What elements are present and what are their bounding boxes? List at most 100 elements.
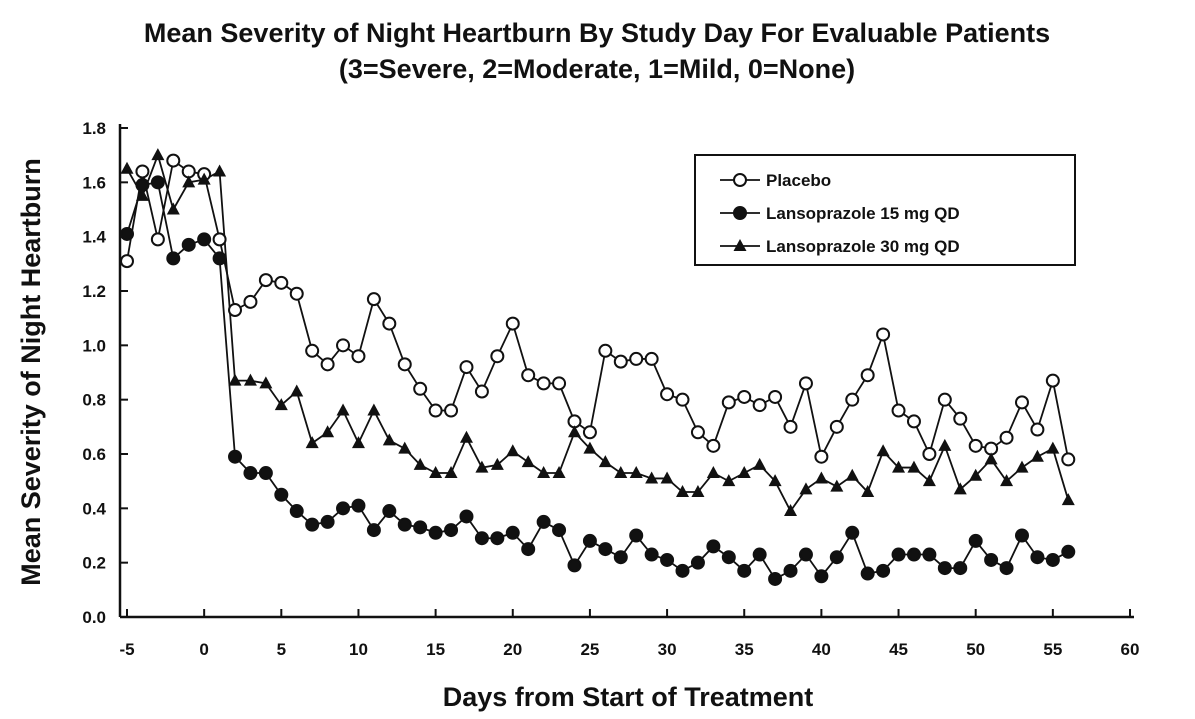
data-point [552, 376, 567, 391]
data-point [552, 523, 567, 538]
data-point [290, 384, 304, 397]
data-point [768, 474, 782, 487]
data-point [305, 517, 320, 532]
data-point [490, 349, 505, 364]
data-point [537, 466, 551, 479]
data-point [120, 161, 134, 174]
data-point [644, 547, 659, 562]
data-point [892, 460, 906, 473]
data-point [120, 254, 134, 269]
data-point [984, 552, 999, 567]
y-tick-label: 0.0 [82, 608, 106, 627]
data-point [752, 398, 767, 413]
data-point [937, 392, 952, 407]
data-point [953, 411, 968, 426]
data-point [860, 566, 875, 581]
data-point [444, 523, 459, 538]
data-point [1014, 528, 1029, 543]
data-point [213, 164, 227, 177]
x-tick-label: 40 [812, 640, 831, 659]
data-point [506, 444, 520, 457]
data-point [243, 294, 258, 309]
data-point [953, 561, 968, 576]
data-point [181, 237, 196, 252]
data-point [536, 514, 551, 529]
x-tick-label: 0 [199, 640, 208, 659]
data-point [598, 542, 613, 557]
legend-marker [733, 173, 747, 187]
x-axis-label: Days from Start of Treatment [443, 682, 814, 712]
data-point [397, 357, 412, 372]
data-point [336, 338, 351, 353]
y-tick-label: 1.6 [82, 173, 106, 192]
data-point [814, 569, 829, 584]
data-point [305, 436, 319, 449]
data-point [614, 466, 628, 479]
data-point [398, 441, 412, 454]
data-point [150, 232, 165, 247]
data-point [907, 460, 921, 473]
y-tick-label: 1.2 [82, 282, 106, 301]
data-point [150, 175, 165, 190]
data-point [490, 531, 505, 546]
data-point [413, 381, 428, 396]
data-point [984, 452, 998, 465]
x-tick-label: 15 [426, 640, 445, 659]
data-point [151, 148, 165, 161]
data-point [891, 547, 906, 562]
data-point [660, 387, 675, 402]
data-point [320, 357, 335, 372]
data-point [706, 466, 720, 479]
data-point [922, 474, 936, 487]
data-point [521, 455, 535, 468]
data-point [1061, 452, 1076, 467]
data-point [243, 373, 257, 386]
chart-subtitle: (3=Severe, 2=Moderate, 1=Mild, 0=None) [339, 54, 855, 84]
data-point [166, 153, 181, 168]
data-point [505, 316, 520, 331]
data-point [814, 449, 829, 464]
data-point [613, 354, 628, 369]
data-point [1030, 449, 1044, 462]
data-point [582, 533, 597, 548]
data-point [336, 403, 350, 416]
y-tick-label: 0.6 [82, 445, 106, 464]
legend-label: Lansoprazole 30 mg QD [766, 237, 960, 256]
data-point [474, 384, 489, 399]
data-point [228, 303, 243, 318]
data-point [521, 542, 536, 557]
legend-marker [733, 239, 747, 251]
data-point [645, 471, 659, 484]
data-point [722, 474, 736, 487]
y-tick-label: 0.4 [82, 499, 106, 518]
data-point [382, 316, 397, 331]
data-point [1061, 544, 1076, 559]
legend-label: Lansoprazole 15 mg QD [766, 204, 960, 223]
data-point [798, 547, 813, 562]
data-point [258, 466, 273, 481]
data-point [320, 514, 335, 529]
data-point [1046, 441, 1060, 454]
data-point [629, 351, 644, 366]
data-point [969, 468, 983, 481]
data-point [1045, 373, 1060, 388]
x-tick-label: -5 [119, 640, 134, 659]
data-point [690, 555, 705, 570]
data-point [505, 525, 520, 540]
y-tick-label: 1.0 [82, 336, 106, 355]
data-point [135, 188, 149, 201]
data-point [567, 425, 581, 438]
data-point [1061, 493, 1075, 506]
data-point [783, 419, 798, 434]
data-point [999, 561, 1014, 576]
y-tick-label: 0.2 [82, 554, 106, 573]
data-point [629, 466, 643, 479]
data-point [829, 419, 844, 434]
data-point [660, 552, 675, 567]
data-point [583, 441, 597, 454]
data-point [799, 482, 813, 495]
data-point [274, 398, 288, 411]
data-point [860, 368, 875, 383]
data-point [845, 468, 859, 481]
